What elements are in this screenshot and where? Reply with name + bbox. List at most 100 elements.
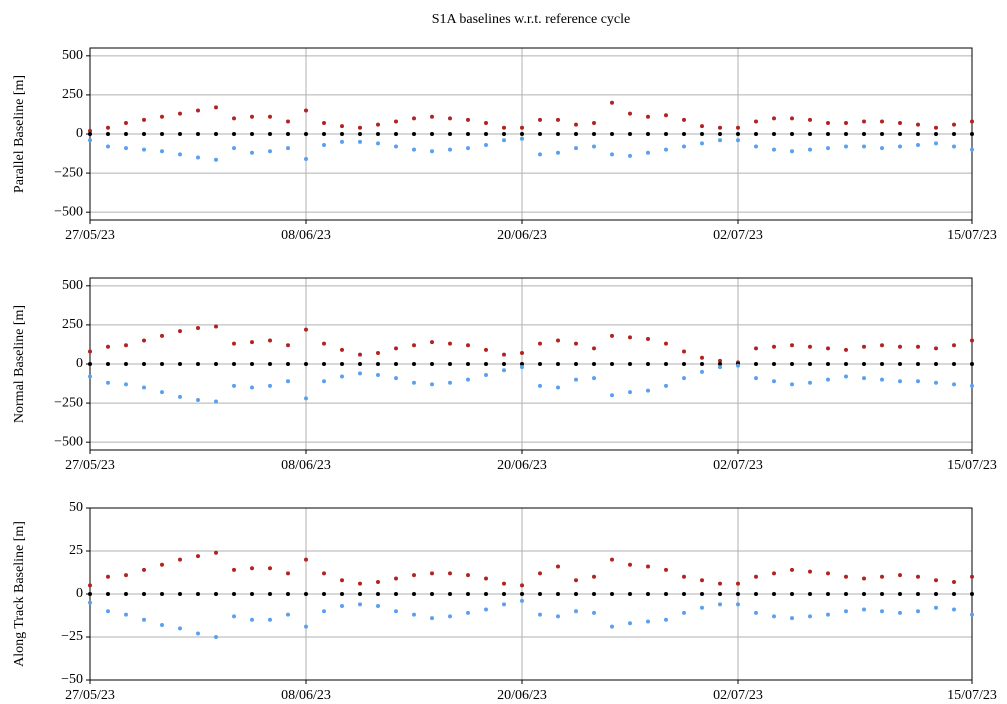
data-point — [862, 607, 866, 612]
data-point — [736, 363, 740, 368]
data-point — [826, 571, 830, 576]
data-point — [304, 396, 308, 401]
data-point — [934, 141, 938, 146]
data-point — [538, 612, 542, 617]
data-point — [772, 379, 776, 384]
data-point — [214, 635, 218, 639]
data-point — [430, 114, 434, 119]
data-point — [790, 149, 794, 154]
data-point — [160, 114, 164, 119]
data-point — [700, 362, 704, 366]
data-point — [610, 592, 614, 596]
data-point — [142, 338, 146, 343]
data-point — [556, 592, 560, 596]
data-point — [412, 132, 416, 136]
data-point — [196, 631, 200, 636]
data-point — [790, 592, 794, 596]
data-point — [916, 592, 920, 596]
data-point — [142, 117, 146, 122]
data-point — [142, 592, 146, 596]
data-point — [772, 116, 776, 121]
data-point — [394, 609, 398, 614]
data-point — [718, 132, 722, 136]
data-point — [880, 146, 884, 151]
data-point — [772, 147, 776, 152]
data-point — [538, 341, 542, 346]
data-point — [700, 605, 704, 610]
data-point — [790, 132, 794, 136]
data-point — [106, 125, 110, 130]
data-point — [970, 612, 974, 617]
data-point — [232, 592, 236, 596]
data-point — [898, 362, 902, 366]
data-point — [304, 132, 308, 136]
data-point — [790, 382, 794, 387]
data-point — [970, 383, 974, 388]
data-point — [448, 116, 452, 121]
data-point — [898, 592, 902, 596]
data-point — [628, 592, 632, 596]
data-point — [628, 335, 632, 340]
data-point — [358, 602, 362, 607]
data-point — [286, 612, 290, 617]
data-point — [880, 377, 884, 382]
data-point — [754, 132, 758, 136]
data-point — [664, 113, 668, 118]
data-point — [178, 111, 182, 116]
data-point — [556, 117, 560, 122]
y-tick-label: −25 — [61, 629, 83, 644]
data-point — [88, 600, 92, 605]
x-tick-label: 20/06/23 — [497, 458, 547, 473]
data-point — [466, 377, 470, 382]
data-point — [520, 132, 524, 136]
data-point — [520, 362, 524, 366]
data-point — [538, 592, 542, 596]
data-point — [340, 592, 344, 596]
data-point — [484, 576, 488, 581]
data-point — [556, 564, 560, 569]
data-point — [106, 144, 110, 149]
data-point — [718, 358, 722, 363]
data-point — [826, 612, 830, 617]
data-point — [286, 119, 290, 124]
data-point — [502, 592, 506, 596]
data-point — [286, 362, 290, 366]
data-point — [88, 132, 92, 136]
data-point — [610, 362, 614, 366]
data-point — [862, 362, 866, 366]
data-point — [574, 377, 578, 382]
data-point — [934, 132, 938, 136]
data-point — [322, 121, 326, 126]
data-point — [556, 338, 560, 343]
data-point — [358, 139, 362, 144]
data-point — [682, 610, 686, 615]
x-tick-label: 02/07/23 — [713, 228, 763, 243]
y-tick-label: 25 — [69, 543, 83, 558]
data-point — [610, 393, 614, 398]
data-point — [862, 592, 866, 596]
data-point — [772, 614, 776, 619]
data-point — [232, 116, 236, 121]
data-point — [718, 138, 722, 143]
data-point — [484, 607, 488, 612]
data-point — [322, 592, 326, 596]
data-point — [394, 119, 398, 124]
data-point — [88, 362, 92, 366]
data-point — [718, 365, 722, 370]
data-point — [664, 617, 668, 622]
data-point — [322, 341, 326, 346]
data-point — [664, 132, 668, 136]
data-point — [322, 132, 326, 136]
y-tick-label: 500 — [62, 278, 83, 293]
data-point — [178, 329, 182, 334]
data-point — [88, 583, 92, 588]
data-point — [754, 346, 758, 351]
data-point — [502, 362, 506, 366]
data-point — [790, 616, 794, 621]
data-point — [358, 362, 362, 366]
data-point — [844, 609, 848, 614]
data-point — [700, 141, 704, 146]
data-point — [556, 614, 560, 619]
data-point — [124, 343, 128, 348]
